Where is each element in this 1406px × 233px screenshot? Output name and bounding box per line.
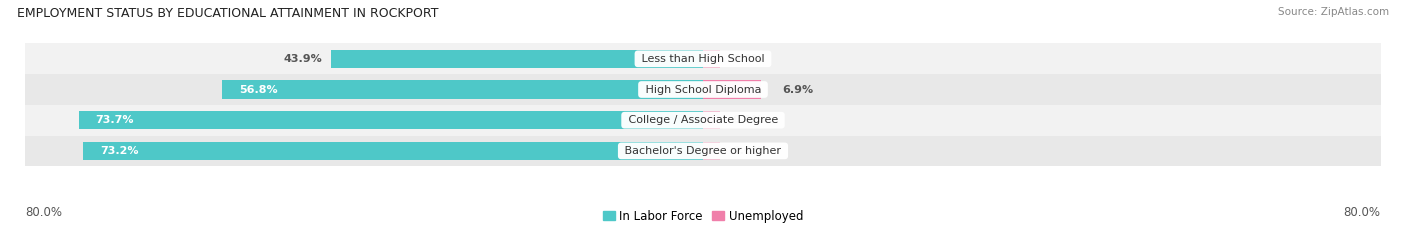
Bar (222, 80, 703, 99)
Bar (703, 142, 720, 160)
Text: 0.0%: 0.0% (733, 54, 763, 64)
Text: 0.0%: 0.0% (733, 146, 763, 156)
Bar (25, 105, 1381, 136)
Bar (703, 50, 720, 68)
Bar (25, 74, 1381, 105)
Text: EMPLOYMENT STATUS BY EDUCATIONAL ATTAINMENT IN ROCKPORT: EMPLOYMENT STATUS BY EDUCATIONAL ATTAINM… (17, 7, 439, 20)
Bar (332, 50, 703, 68)
Text: Less than High School: Less than High School (638, 54, 768, 64)
Text: 80.0%: 80.0% (25, 206, 62, 219)
Text: 43.9%: 43.9% (284, 54, 322, 64)
Text: College / Associate Degree: College / Associate Degree (624, 115, 782, 125)
Text: Bachelor's Degree or higher: Bachelor's Degree or higher (621, 146, 785, 156)
Bar (83, 142, 703, 160)
Legend: In Labor Force, Unemployed: In Labor Force, Unemployed (598, 205, 808, 227)
Text: 73.2%: 73.2% (100, 146, 138, 156)
Text: 6.9%: 6.9% (783, 85, 814, 95)
Text: Source: ZipAtlas.com: Source: ZipAtlas.com (1278, 7, 1389, 17)
Bar (25, 136, 1381, 166)
Text: 56.8%: 56.8% (239, 85, 277, 95)
Text: 0.0%: 0.0% (733, 115, 763, 125)
Bar (79, 111, 703, 129)
Bar (703, 80, 762, 99)
Text: High School Diploma: High School Diploma (641, 85, 765, 95)
Bar (703, 111, 720, 129)
Text: 80.0%: 80.0% (1344, 206, 1381, 219)
Bar (25, 44, 1381, 74)
Text: 73.7%: 73.7% (96, 115, 134, 125)
